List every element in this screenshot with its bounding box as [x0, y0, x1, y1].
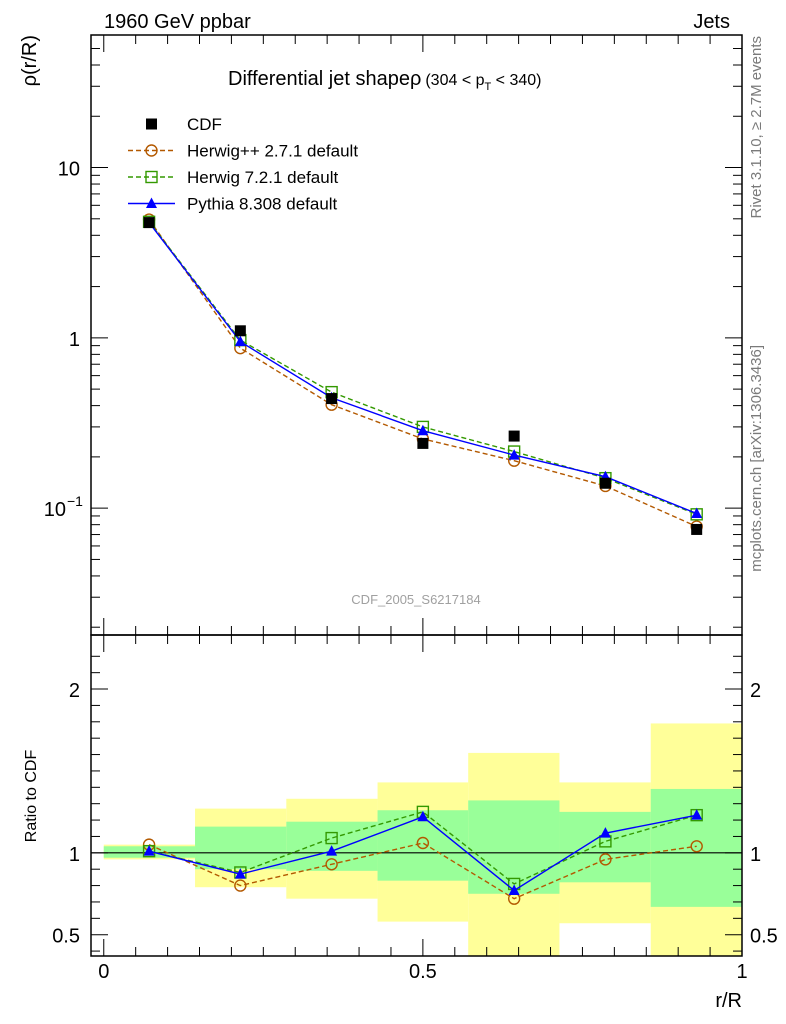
- ratio-point-pythia: [417, 810, 429, 822]
- legend-marker: [145, 170, 158, 184]
- ratio-point-herwig7: [325, 831, 338, 845]
- band-green: [195, 826, 287, 870]
- main-point-data: [508, 430, 520, 442]
- main-point-data: [143, 217, 155, 229]
- chart-title-range: (304 < pT < 340): [425, 72, 541, 93]
- legend-label: Herwig++ 2.7.1 default: [187, 142, 358, 161]
- main-point-pythia: [691, 507, 703, 519]
- x-axis-label: r/R: [715, 990, 742, 1012]
- legend-entry-data: CDF: [146, 115, 222, 134]
- band-green: [650, 788, 742, 907]
- plot-series: [142, 213, 703, 905]
- y-tick-label-exponent: −1: [67, 493, 83, 509]
- main-series-data: [143, 217, 703, 535]
- main-point-data: [691, 523, 703, 535]
- ratio-y-tick-label: 0.5: [52, 926, 80, 948]
- x-tick-label: 0: [98, 961, 109, 983]
- ratio-point-pythia: [326, 845, 338, 856]
- legend-label: CDF: [187, 115, 222, 134]
- header-left: 1960 GeV ppbar: [104, 11, 251, 33]
- main-series-pythia: [143, 216, 703, 519]
- legend-entry-herwig7: Herwig 7.2.1 default: [128, 168, 338, 187]
- main-point-pythia: [417, 424, 429, 436]
- y-tick-label: 10: [58, 159, 80, 181]
- legend-marker: [145, 144, 158, 157]
- ratio-y-tick-label: 1: [69, 844, 80, 866]
- ratio-point-pythia: [508, 884, 520, 895]
- header-right: Jets: [693, 11, 730, 33]
- y-tick-label: 1: [69, 329, 80, 351]
- ratio-uncertainty-bands: [103, 723, 742, 956]
- ratio-series-pythia: [143, 809, 703, 895]
- main-point-pythia: [234, 335, 246, 347]
- ratio-point-herwigpp: [690, 840, 703, 853]
- ratio-point-herwigpp: [416, 836, 430, 850]
- ratio-y-tick-label-right: 2: [750, 680, 761, 702]
- legend-label: Pythia 8.308 default: [187, 195, 338, 214]
- ratio-y-tick-label-right: 0.5: [750, 926, 778, 948]
- main-series-herwigpp: [142, 213, 703, 533]
- ratio-y-axis-label: Ratio to CDF: [23, 750, 40, 843]
- main-point-pythia: [508, 449, 520, 460]
- y-axis-label: ρ(r/R): [19, 35, 41, 86]
- x-tick-label: 0.5: [409, 961, 437, 983]
- main-point-data: [599, 477, 611, 489]
- y-tick-label: 10: [44, 499, 66, 521]
- ratio-series-herwigpp: [142, 836, 703, 905]
- legend-entry-herwigpp: Herwig++ 2.7.1 default: [128, 142, 358, 161]
- main-line-herwig7: [148, 221, 697, 515]
- ratio-point-pythia: [143, 845, 155, 856]
- ratio-line-herwigpp: [148, 842, 697, 900]
- ratio-point-pythia: [234, 868, 246, 879]
- legend-marker: [146, 118, 157, 130]
- main-point-data: [326, 393, 338, 405]
- x-tick-label: 1: [736, 961, 747, 983]
- ratio-point-herwigpp: [325, 858, 338, 871]
- rivet-version-label: Rivet 3.1.10, ≥ 2.7M events: [748, 36, 765, 219]
- legend-label: Herwig 7.2.1 default: [187, 168, 338, 187]
- main-point-data: [234, 325, 246, 337]
- main-line-pythia: [148, 222, 697, 515]
- ratio-y-tick-label: 2: [69, 680, 80, 702]
- plot-axes: [90, 34, 743, 957]
- ratio-plot-frame: [90, 634, 743, 957]
- ratio-point-herwigpp: [599, 853, 612, 866]
- main-series-herwig7: [142, 215, 703, 521]
- analysis-watermark: CDF_2005_S6217184: [351, 592, 480, 607]
- band-green: [377, 810, 469, 881]
- legend-marker: [146, 197, 157, 208]
- ratio-y-tick-label-right: 1: [750, 844, 761, 866]
- chart-title: Differential jet shapeρ: [228, 68, 421, 90]
- mcplots-reference-label: mcplots.cern.ch [arXiv:1306.3436]: [748, 345, 765, 572]
- ratio-point-pythia: [691, 809, 703, 820]
- legend-entry-pythia: Pythia 8.308 default: [128, 195, 338, 214]
- main-point-data: [417, 437, 429, 449]
- ratio-point-herwigpp: [234, 879, 247, 892]
- ratio-point-pythia: [599, 827, 611, 838]
